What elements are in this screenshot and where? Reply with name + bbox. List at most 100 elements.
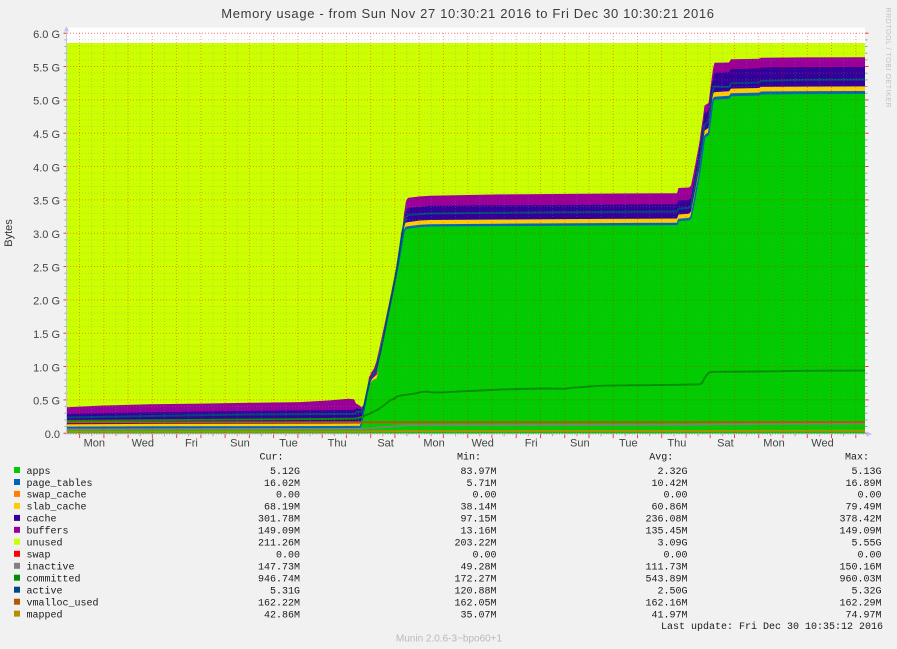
svg-text:172.27M: 172.27M [454,575,496,586]
svg-text:74.97M: 74.97M [845,610,881,621]
svg-text:147.73M: 147.73M [258,563,300,574]
svg-text:Avg:: Avg: [649,453,673,464]
svg-text:16.89M: 16.89M [845,479,881,490]
svg-text:5.32G: 5.32G [851,587,881,598]
svg-text:150.16M: 150.16M [839,563,881,574]
svg-text:Thu: Thu [667,437,686,449]
svg-text:Last update: Fri Dec 30 10:35:: Last update: Fri Dec 30 10:35:12 2016 [661,621,883,633]
svg-text:RRDTOOL / TOBI OETIKER: RRDTOOL / TOBI OETIKER [884,8,891,109]
svg-text:135.45M: 135.45M [645,527,687,538]
svg-text:Mon: Mon [84,437,105,449]
svg-text:41.97M: 41.97M [651,610,687,621]
svg-text:5.12G: 5.12G [270,467,300,478]
svg-text:swap_cache: swap_cache [27,490,87,502]
svg-text:301.78M: 301.78M [258,515,300,526]
svg-text:active: active [27,586,63,598]
svg-text:Sat: Sat [377,437,394,449]
svg-text:5.55G: 5.55G [851,539,881,550]
svg-text:203.22M: 203.22M [454,539,496,550]
svg-text:38.14M: 38.14M [460,503,496,514]
svg-text:2.50G: 2.50G [657,587,687,598]
svg-text:149.09M: 149.09M [258,527,300,538]
svg-text:swap: swap [27,551,51,562]
svg-text:0.5 G: 0.5 G [33,396,60,408]
svg-text:buffers: buffers [27,526,69,538]
svg-text:97.15M: 97.15M [460,515,496,526]
svg-text:0.00: 0.00 [857,551,881,562]
svg-text:Fri: Fri [185,437,198,449]
svg-text:Memory usage - from Sun Nov 27: Memory usage - from Sun Nov 27 10:30:21 … [221,6,714,21]
svg-text:0.00: 0.00 [857,491,881,502]
svg-text:60.86M: 60.86M [651,503,687,514]
svg-text:0.0: 0.0 [45,429,60,441]
svg-text:0.00: 0.00 [663,551,687,562]
svg-text:Min:: Min: [457,452,481,464]
svg-text:960.03M: 960.03M [839,575,881,586]
svg-text:211.26M: 211.26M [258,539,300,550]
svg-text:Mon: Mon [763,437,784,449]
svg-text:3.09G: 3.09G [657,539,687,550]
svg-text:35.07M: 35.07M [460,610,496,621]
svg-text:Wed: Wed [811,437,833,449]
svg-text:0.00: 0.00 [276,551,300,562]
svg-text:111.73M: 111.73M [645,563,687,574]
svg-text:unused: unused [27,538,63,550]
svg-text:Wed: Wed [471,437,493,449]
svg-text:79.49M: 79.49M [845,503,881,514]
svg-text:1.5 G: 1.5 G [33,329,60,341]
svg-text:Wed: Wed [132,437,154,449]
svg-text:378.42M: 378.42M [839,515,881,526]
svg-text:5.5 G: 5.5 G [33,62,60,74]
svg-text:543.89M: 543.89M [645,575,687,586]
svg-text:0.00: 0.00 [276,491,300,502]
svg-text:149.09M: 149.09M [839,527,881,538]
svg-text:83.97M: 83.97M [460,467,496,478]
svg-text:Cur:: Cur: [259,453,283,464]
svg-text:Bytes: Bytes [3,219,15,247]
svg-text:49.28M: 49.28M [460,563,496,574]
svg-text:0.00: 0.00 [472,551,496,562]
svg-text:Sun: Sun [570,437,590,449]
svg-text:3.5 G: 3.5 G [33,196,60,208]
svg-text:inactive: inactive [27,562,75,574]
svg-text:42.86M: 42.86M [264,610,300,621]
svg-text:6.0 G: 6.0 G [33,29,60,41]
svg-text:0.00: 0.00 [663,491,687,502]
svg-text:162.05M: 162.05M [454,599,496,610]
svg-text:120.88M: 120.88M [454,587,496,598]
svg-text:946.74M: 946.74M [258,575,300,586]
svg-text:slab_cache: slab_cache [27,502,87,514]
svg-text:2.0 G: 2.0 G [33,296,60,308]
svg-text:5.13G: 5.13G [851,467,881,478]
svg-text:Thu: Thu [328,437,347,449]
svg-text:cache: cache [27,514,57,526]
svg-text:vmalloc_used: vmalloc_used [27,598,99,610]
svg-text:Mon: Mon [423,437,444,449]
svg-text:mapped: mapped [27,609,63,621]
svg-text:4.5 G: 4.5 G [33,129,60,141]
svg-text:16.02M: 16.02M [264,479,300,490]
svg-text:Sun: Sun [230,437,250,449]
svg-text:13.16M: 13.16M [460,527,496,538]
svg-text:10.42M: 10.42M [651,479,687,490]
svg-text:236.08M: 236.08M [645,515,687,526]
svg-text:2.32G: 2.32G [657,467,687,478]
svg-text:162.22M: 162.22M [258,599,300,610]
svg-text:2.5 G: 2.5 G [33,262,60,274]
svg-text:162.29M: 162.29M [839,599,881,610]
svg-text:1.0 G: 1.0 G [33,362,60,374]
svg-text:162.16M: 162.16M [645,599,687,610]
svg-text:Sat: Sat [717,437,734,449]
svg-text:3.0 G: 3.0 G [33,229,60,241]
svg-text:4.0 G: 4.0 G [33,162,60,174]
svg-text:0.00: 0.00 [472,491,496,502]
svg-text:Max:: Max: [845,453,869,464]
svg-text:page_tables: page_tables [27,478,93,490]
svg-text:5.0 G: 5.0 G [33,96,60,108]
svg-text:5.71M: 5.71M [466,479,496,490]
svg-text:Tue: Tue [619,437,638,449]
svg-text:5.31G: 5.31G [270,587,300,598]
svg-text:apps: apps [27,467,51,478]
svg-text:Munin 2.0.6-3~bpo60+1: Munin 2.0.6-3~bpo60+1 [396,634,503,645]
svg-text:68.19M: 68.19M [264,503,300,514]
